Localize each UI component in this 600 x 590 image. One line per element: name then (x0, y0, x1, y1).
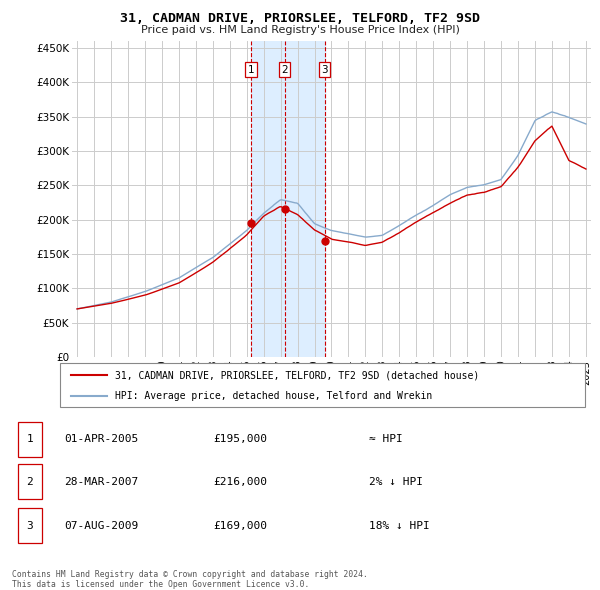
Text: ≈ HPI: ≈ HPI (369, 434, 403, 444)
FancyBboxPatch shape (60, 363, 585, 407)
Text: 1: 1 (248, 65, 254, 75)
Text: 07-AUG-2009: 07-AUG-2009 (64, 520, 138, 530)
Text: £195,000: £195,000 (214, 434, 268, 444)
Text: Price paid vs. HM Land Registry's House Price Index (HPI): Price paid vs. HM Land Registry's House … (140, 25, 460, 35)
Text: 1: 1 (26, 434, 33, 444)
Text: £169,000: £169,000 (214, 520, 268, 530)
Text: 01-APR-2005: 01-APR-2005 (64, 434, 138, 444)
FancyBboxPatch shape (18, 464, 42, 499)
Text: Contains HM Land Registry data © Crown copyright and database right 2024.
This d: Contains HM Land Registry data © Crown c… (12, 570, 368, 589)
FancyBboxPatch shape (18, 422, 42, 457)
Bar (251, 41, 325, 357)
Text: HPI: Average price, detached house, Telford and Wrekin: HPI: Average price, detached house, Telf… (115, 391, 433, 401)
Text: 3: 3 (26, 520, 33, 530)
Text: 31, CADMAN DRIVE, PRIORSLEE, TELFORD, TF2 9SD (detached house): 31, CADMAN DRIVE, PRIORSLEE, TELFORD, TF… (115, 371, 479, 380)
Text: 2: 2 (281, 65, 288, 75)
Text: 18% ↓ HPI: 18% ↓ HPI (369, 520, 430, 530)
Text: 28-MAR-2007: 28-MAR-2007 (64, 477, 138, 487)
Text: 2% ↓ HPI: 2% ↓ HPI (369, 477, 423, 487)
Text: 3: 3 (321, 65, 328, 75)
Text: 2: 2 (26, 477, 33, 487)
FancyBboxPatch shape (18, 508, 42, 543)
Text: 31, CADMAN DRIVE, PRIORSLEE, TELFORD, TF2 9SD: 31, CADMAN DRIVE, PRIORSLEE, TELFORD, TF… (120, 12, 480, 25)
Text: £216,000: £216,000 (214, 477, 268, 487)
